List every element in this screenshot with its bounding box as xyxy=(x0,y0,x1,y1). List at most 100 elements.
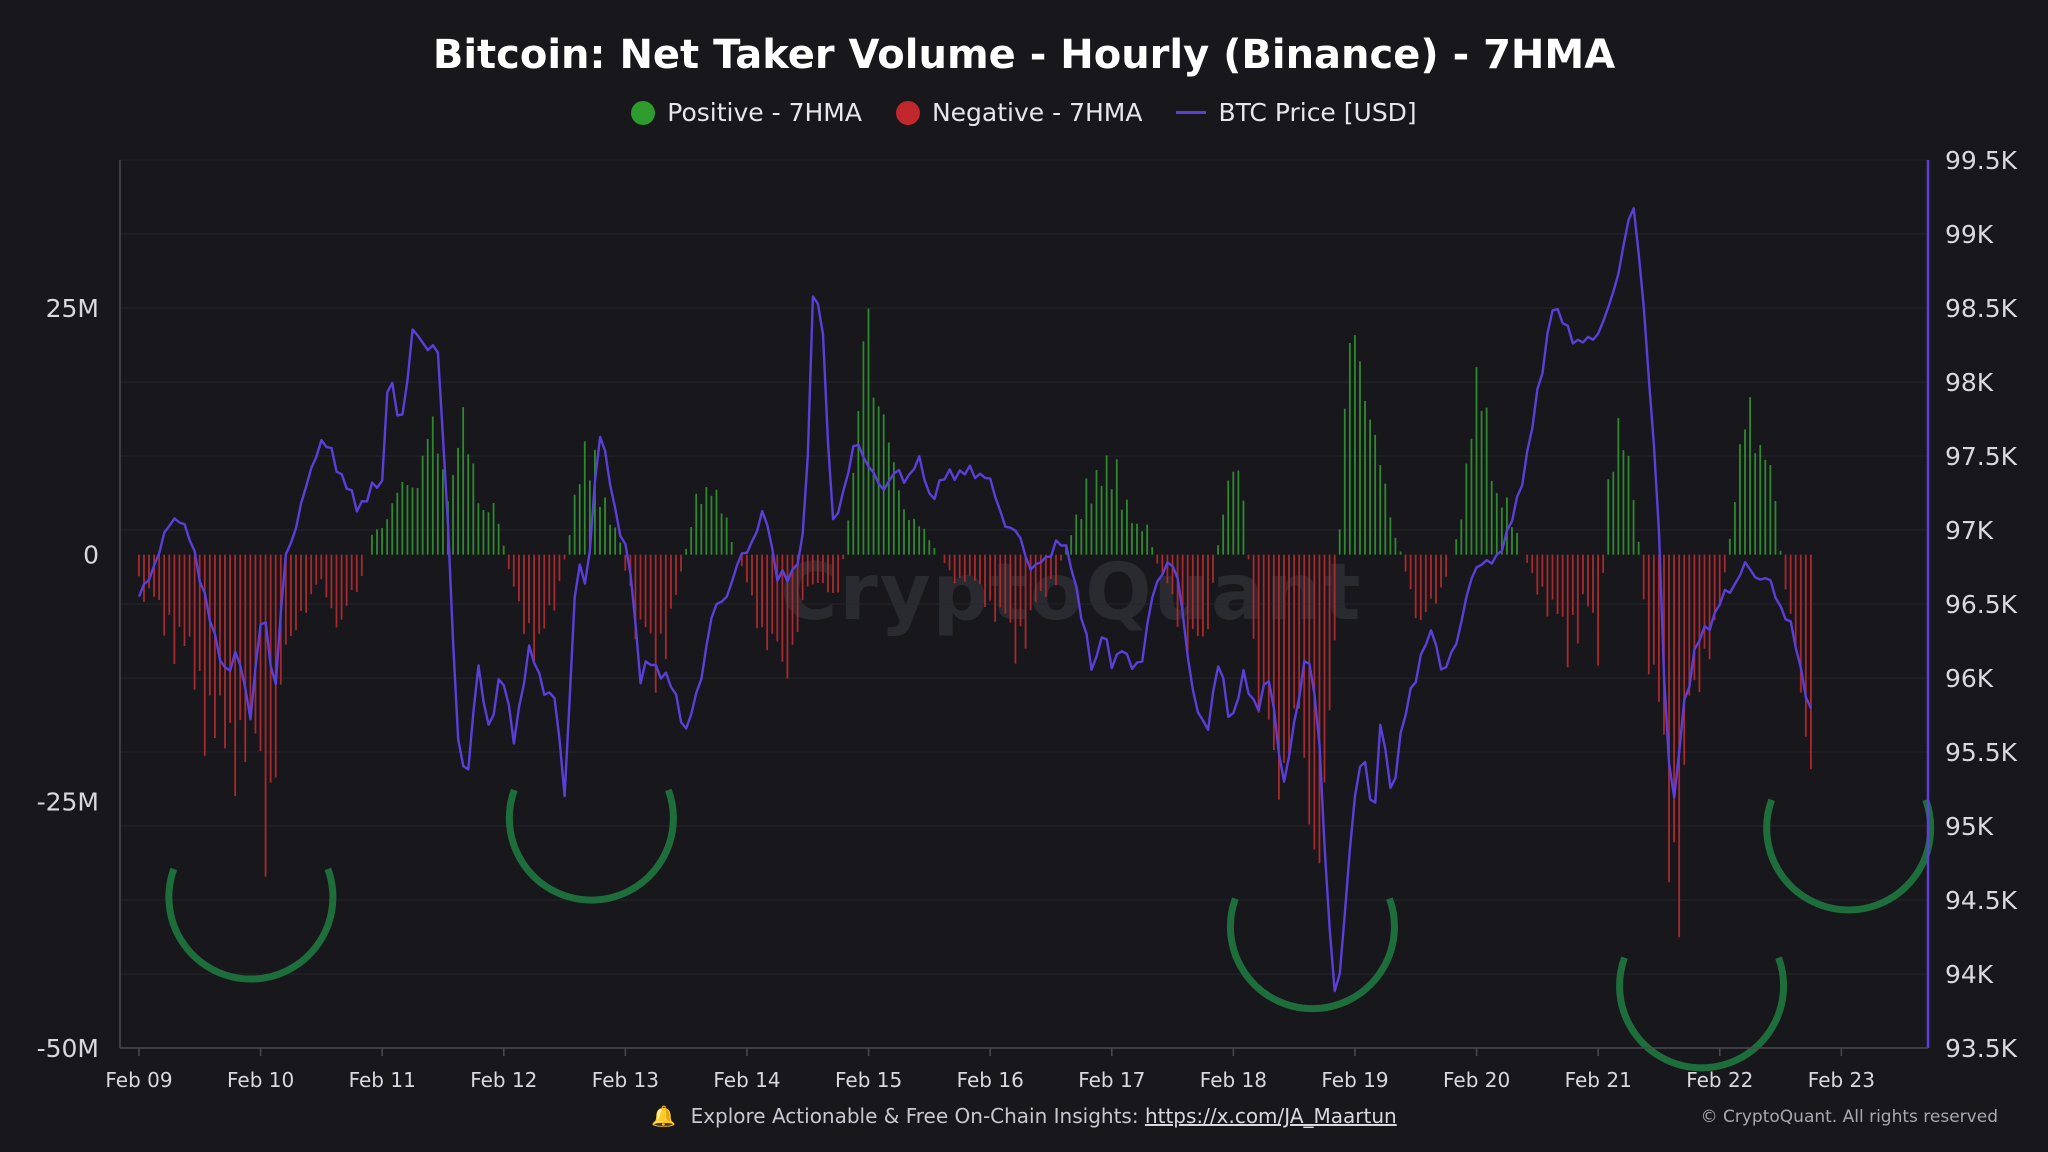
negative-bar xyxy=(1267,554,1270,720)
negative-bar xyxy=(1257,554,1260,713)
negative-bar xyxy=(1252,554,1255,639)
positive-bar xyxy=(492,502,495,555)
negative-bar xyxy=(791,554,794,645)
negative-bar xyxy=(360,554,363,576)
negative-bar xyxy=(198,554,201,671)
legend-item-negative[interactable]: Negative - 7HMA xyxy=(895,98,1142,127)
negative-bar xyxy=(290,554,292,637)
negative-bar xyxy=(1191,554,1194,630)
negative-bar xyxy=(634,554,637,640)
negative-bar xyxy=(1293,554,1295,709)
positive-bar xyxy=(710,495,713,555)
negative-bar xyxy=(1445,554,1447,577)
y-left-tick-label: -25M xyxy=(37,787,99,816)
positive-bar xyxy=(715,489,718,555)
negative-bar xyxy=(325,554,328,598)
negative-bar xyxy=(786,554,789,679)
annotation-arc xyxy=(1226,897,1398,1013)
negative-bar xyxy=(183,554,186,646)
negative-bar xyxy=(1060,554,1062,561)
negative-bar xyxy=(234,554,237,797)
negative-bar xyxy=(1414,554,1417,619)
positive-bar xyxy=(725,517,728,555)
positive-bar xyxy=(391,503,394,555)
legend-swatch-positive xyxy=(631,100,656,125)
negative-bar xyxy=(148,554,150,589)
negative-bar xyxy=(958,554,961,578)
negative-bar xyxy=(1597,554,1599,666)
positive-bar xyxy=(411,487,414,555)
positive-bar xyxy=(918,526,921,555)
tick-labels: 25M 0 -25M -50M 93.5K 94K 94.5K 95K 95.5K 96K 96.5… xyxy=(37,146,2018,1092)
positive-bar xyxy=(1242,500,1245,555)
negative-bar xyxy=(1587,554,1589,607)
negative-bar xyxy=(284,554,287,645)
negative-bar xyxy=(1541,554,1544,587)
negative-bar xyxy=(1546,554,1549,617)
grid-lines xyxy=(120,159,1928,1049)
positive-bar xyxy=(1217,545,1219,555)
positive-bar xyxy=(898,490,900,555)
negative-bar xyxy=(1804,554,1807,737)
negative-bar xyxy=(659,554,662,634)
negative-bar xyxy=(1024,554,1027,649)
positive-bar xyxy=(599,506,601,555)
positive-bar xyxy=(1075,514,1078,555)
negative-bar xyxy=(1794,554,1797,647)
negative-bar xyxy=(244,554,247,763)
negative-bar xyxy=(624,554,627,571)
y-right-tick-label: 96.5K xyxy=(1945,590,2018,619)
negative-bar xyxy=(1673,554,1675,843)
positive-bar xyxy=(867,308,870,555)
positive-bar xyxy=(908,520,910,555)
negative-bar xyxy=(1592,554,1594,613)
negative-bar xyxy=(1298,554,1301,709)
negative-bar xyxy=(350,554,353,591)
negative-bar xyxy=(1536,554,1539,595)
negative-bar xyxy=(1688,554,1691,696)
negative-bar xyxy=(1784,554,1787,590)
positive-bar xyxy=(1749,397,1751,555)
negative-bar xyxy=(163,554,166,636)
negative-bar xyxy=(1703,554,1706,649)
positive-bar xyxy=(1146,524,1149,555)
annotation-arcs xyxy=(165,788,1935,1072)
y-right-tick-label: 98.5K xyxy=(1945,294,2018,323)
y-right-tick-label: 94K xyxy=(1945,960,1994,989)
negative-bar xyxy=(989,554,991,601)
positive-bar xyxy=(1090,503,1093,555)
price-series xyxy=(137,207,1813,993)
negative-bar xyxy=(254,554,257,734)
footer-link[interactable]: https://x.com/JA_Maartun xyxy=(1144,1104,1397,1128)
negative-bar xyxy=(1176,554,1179,627)
negative-bar xyxy=(842,554,845,560)
negative-bar xyxy=(219,554,221,696)
negative-bar xyxy=(518,554,520,602)
negative-bar xyxy=(675,554,677,595)
negative-bar xyxy=(355,554,358,593)
positive-bar xyxy=(1728,538,1731,555)
negative-bar xyxy=(1582,554,1584,595)
legend-item-price[interactable]: BTC Price [USD] xyxy=(1176,98,1417,127)
y-right-tick-label: 98K xyxy=(1945,368,1994,397)
positive-bar xyxy=(1131,523,1133,555)
negative-bar xyxy=(1683,554,1686,765)
positive-bar xyxy=(594,449,596,555)
x-tick-label: Feb 16 xyxy=(957,1068,1024,1092)
negative-bar xyxy=(543,554,546,629)
negative-bar xyxy=(188,554,191,637)
negative-bar xyxy=(968,554,971,576)
negative-bar xyxy=(1556,554,1559,614)
positive-bar xyxy=(1348,342,1351,555)
positive-bar xyxy=(700,503,703,555)
negative-bar xyxy=(249,554,252,711)
positive-bar xyxy=(583,441,586,555)
negative-bar xyxy=(1014,554,1017,664)
positive-bar xyxy=(690,527,693,555)
positive-bar xyxy=(1480,410,1483,555)
legend-item-positive[interactable]: Positive - 7HMA xyxy=(631,98,862,127)
y-right-tick-label: 97K xyxy=(1945,516,1994,545)
positive-bar xyxy=(872,397,875,555)
negative-bar xyxy=(1288,554,1290,760)
negative-bar xyxy=(203,554,206,756)
